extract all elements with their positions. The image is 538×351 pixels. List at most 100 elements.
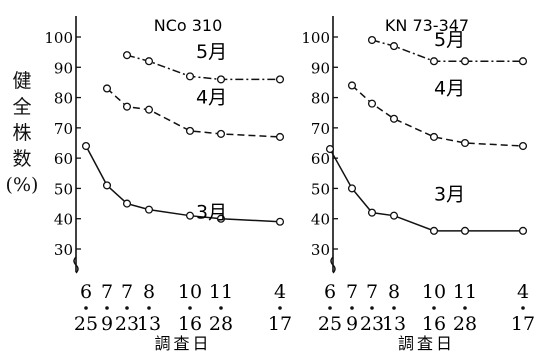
y-tick-label: 40 (54, 211, 73, 229)
data-point (367, 99, 377, 108)
data-point (347, 81, 357, 90)
y-axis-label-char: 数 (12, 148, 32, 170)
y-tick-label: 60 (54, 150, 73, 168)
x-tick-separator-dot (350, 306, 354, 310)
data-point (122, 102, 132, 111)
x-tick-month-label: 8 (143, 281, 155, 303)
series-label: 5月 (196, 41, 227, 63)
x-tick-month-label: 10 (178, 281, 202, 303)
data-point (81, 141, 91, 151)
series-label: 3月 (434, 184, 465, 206)
data-point (185, 72, 195, 81)
data-point (460, 57, 470, 66)
y-tick-label: 80 (311, 90, 330, 108)
x-tick-day-label: 25 (74, 313, 98, 335)
x-tick-month-label: 8 (388, 281, 400, 303)
x-axis-label: 調査日 (398, 334, 455, 351)
x-tick-separator-dot (219, 306, 223, 310)
x-tick-day-label: 13 (137, 313, 161, 335)
y-tick-label: 50 (54, 180, 73, 198)
data-point (367, 35, 377, 45)
data-point (102, 84, 112, 93)
data-point (102, 181, 112, 190)
data-point (185, 126, 195, 135)
x-tick-separator-dot (188, 306, 192, 310)
x-tick-month-label: 7 (366, 281, 378, 303)
data-point (122, 51, 132, 60)
series-label: 5月 (434, 29, 465, 51)
y-axis-label: 健 全 株 数 (%) (2, 68, 42, 198)
data-point (216, 75, 226, 84)
x-tick-separator-dot (392, 306, 396, 310)
data-point (216, 214, 226, 223)
x-tick-day-label: 16 (178, 313, 202, 335)
x-axis-label: 調査日 (154, 334, 211, 351)
data-point (389, 114, 399, 123)
x-tick-separator-dot (105, 306, 109, 310)
x-tick-separator-dot (84, 306, 88, 310)
data-point (347, 184, 357, 193)
x-tick-month-label: 7 (346, 281, 358, 303)
y-axis-label-char: 健 (12, 70, 32, 92)
x-tick-day-label: 28 (453, 313, 477, 335)
series-line-solid (85, 145, 281, 223)
data-point (275, 132, 285, 141)
x-tick-day-label: 9 (346, 313, 358, 335)
x-tick-month-label: 10 (422, 281, 446, 303)
y-axis-break (73, 256, 79, 274)
y-tick-label: 30 (54, 241, 73, 259)
series-label: 4月 (434, 78, 465, 100)
x-tick-day-label: 25 (318, 313, 342, 335)
y-tick-label: 80 (54, 90, 73, 108)
data-point (389, 42, 399, 51)
x-tick-month-label: 4 (274, 281, 286, 303)
x-tick-separator-dot (370, 306, 374, 310)
data-point (144, 105, 154, 114)
data-point (460, 138, 470, 148)
data-point (429, 226, 439, 235)
x-tick-day-label: 16 (422, 313, 446, 335)
x-tick-month-label: 4 (517, 281, 529, 303)
y-axis-label-char: (%) (5, 174, 39, 196)
x-tick-month-label: 7 (101, 281, 113, 303)
data-point (518, 141, 528, 151)
data-point (429, 57, 439, 66)
y-tick-label: 60 (311, 150, 330, 168)
y-tick-label: 50 (311, 180, 330, 198)
data-point (518, 226, 528, 235)
x-tick-separator-dot (328, 306, 332, 310)
data-point (325, 145, 335, 154)
y-tick-label: 100 (301, 29, 330, 47)
x-tick-day-label: 17 (268, 313, 292, 335)
chart-title: NCo 310 (154, 16, 223, 35)
x-tick-day-label: 17 (511, 313, 535, 335)
data-point (275, 217, 285, 226)
data-point (460, 226, 470, 235)
y-axis-label-char: 株 (12, 122, 32, 144)
series-line-dashed (106, 87, 281, 138)
x-tick-day-label: 23 (115, 313, 139, 335)
y-tick-label: 90 (311, 59, 330, 77)
data-point (429, 132, 439, 141)
x-tick-day-label: 23 (360, 313, 384, 335)
data-point (518, 57, 528, 66)
chart-title: KN 73-347 (385, 16, 469, 35)
x-tick-month-label: 11 (453, 281, 477, 303)
data-point (275, 75, 285, 84)
y-axis-label-char: 全 (12, 96, 32, 118)
x-tick-month-label: 6 (80, 281, 92, 303)
x-tick-month-label: 7 (121, 281, 133, 303)
x-tick-day-label: 9 (101, 313, 113, 335)
x-tick-separator-dot (125, 306, 129, 310)
y-tick-label: 100 (44, 29, 73, 47)
x-tick-month-label: 11 (209, 281, 233, 303)
y-tick-label: 90 (54, 59, 73, 77)
x-tick-separator-dot (278, 306, 282, 310)
data-point (367, 208, 377, 217)
data-point (185, 211, 195, 220)
x-tick-separator-dot (521, 306, 525, 310)
x-tick-separator-dot (147, 306, 151, 310)
y-tick-label: 70 (311, 120, 330, 138)
